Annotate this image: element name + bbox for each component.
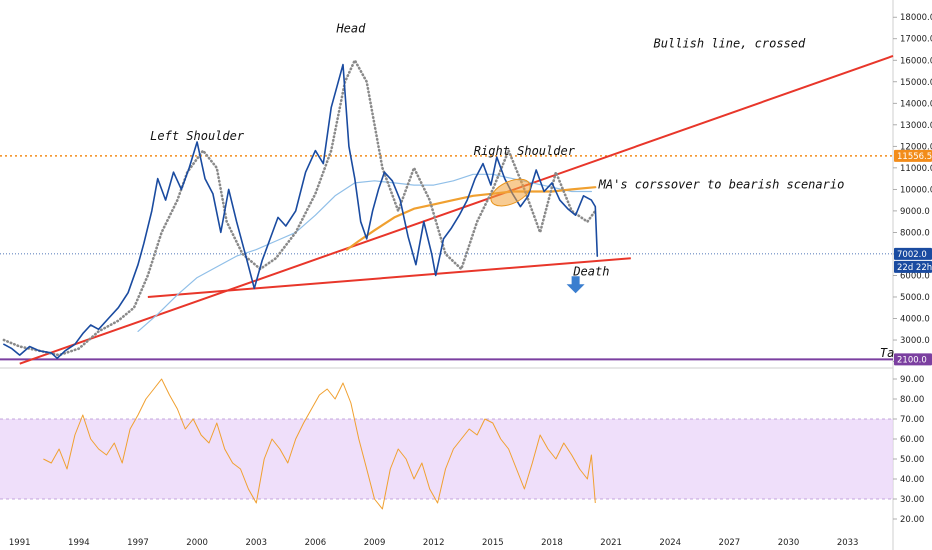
annotation-label: Death bbox=[572, 264, 609, 278]
time-tick-label: 2027 bbox=[719, 538, 741, 548]
rsi-tick-label: 40.00 bbox=[900, 475, 924, 485]
price-tick-label: 15000.0 bbox=[900, 78, 932, 88]
markers-layer bbox=[490, 178, 585, 294]
price-badge bbox=[894, 149, 932, 162]
annotation-label: Ta bbox=[880, 346, 894, 360]
rsi-tick-label: 70.00 bbox=[900, 415, 924, 425]
time-tick-label: 2030 bbox=[778, 538, 800, 548]
price-tick-label: 13000.0 bbox=[900, 121, 932, 131]
down-arrow-icon bbox=[566, 276, 585, 294]
price-axis[interactable]: 18000.0 17000.0 16000.0 15000.0 14000.0 13000… bbox=[893, 13, 932, 368]
price-badge bbox=[894, 353, 932, 366]
time-tick-label: 2003 bbox=[245, 538, 267, 548]
annotation-label: Bullish line, crossed bbox=[654, 36, 806, 50]
price-tick-label: 17000.0 bbox=[900, 35, 932, 45]
rsi-tick-label: 20.00 bbox=[900, 515, 924, 525]
annotation-label: Left Shoulder bbox=[150, 129, 245, 143]
rsi-axis[interactable]: 90.00 80.00 70.00 60.00 50.00 40.00 30.00 20.00 bbox=[893, 375, 924, 525]
time-tick-label: 2000 bbox=[186, 538, 208, 548]
trend-line-bullish-line bbox=[19, 55, 894, 365]
time-tick-label: 2033 bbox=[837, 538, 859, 548]
series-price bbox=[3, 63, 599, 360]
series-rsi bbox=[43, 378, 596, 510]
price-badge-text: 11556.5 bbox=[897, 152, 932, 162]
trend-lines bbox=[19, 55, 894, 365]
price-badge-text: 2100.0 bbox=[897, 355, 927, 365]
rsi-tick-label: 90.00 bbox=[900, 375, 924, 385]
time-tick-label: 2006 bbox=[305, 538, 327, 548]
reference-lines bbox=[0, 155, 893, 361]
price-badges: 11556.5 7002.0 22d 22h 2100.0 bbox=[894, 149, 932, 366]
trend-line-neckline bbox=[147, 257, 631, 298]
price-tick-label: 3000.0 bbox=[900, 336, 930, 346]
price-tick-label: 6000.0 bbox=[900, 271, 930, 281]
time-tick-label: 1997 bbox=[127, 538, 149, 548]
time-tick-label: 1994 bbox=[68, 538, 90, 548]
time-tick-label: 1991 bbox=[9, 538, 31, 548]
price-tick-label: 11000.0 bbox=[900, 164, 932, 174]
annotation-label: Head bbox=[335, 21, 366, 35]
time-tick-label: 2021 bbox=[600, 538, 622, 548]
series-moving-average-dotted bbox=[2, 59, 597, 357]
price-badge-text: 22d 22h bbox=[897, 263, 932, 273]
price-tick-label: 4000.0 bbox=[900, 315, 930, 325]
annotations-layer: Head Left Shoulder Right Shoulder Bullish l… bbox=[150, 21, 894, 360]
rsi-band bbox=[0, 418, 893, 500]
price-tick-label: 18000.0 bbox=[900, 13, 932, 23]
price-badge bbox=[894, 260, 932, 273]
price-tick-label: 9000.0 bbox=[900, 207, 930, 217]
series-moving-average-mid bbox=[345, 186, 597, 251]
annotation-label: Right Shoulder bbox=[474, 144, 576, 158]
price-tick-label: 10000.0 bbox=[900, 185, 932, 195]
price-tick-label: 14000.0 bbox=[900, 99, 932, 109]
time-axis[interactable]: 1991 1994 1997 2000 2003 2006 2009 2012 2015 2018… bbox=[9, 538, 859, 548]
rsi-tick-label: 30.00 bbox=[900, 495, 924, 505]
series-layer bbox=[2, 59, 599, 510]
crossover-highlight bbox=[490, 178, 531, 207]
time-tick-label: 2015 bbox=[482, 538, 504, 548]
rsi-overbought-oversold-band bbox=[0, 419, 893, 499]
price-tick-label: 8000.0 bbox=[900, 228, 930, 238]
rsi-tick-label: 60.00 bbox=[900, 435, 924, 445]
price-badge bbox=[894, 247, 932, 260]
price-tick-label: 5000.0 bbox=[900, 293, 930, 303]
time-tick-label: 2018 bbox=[541, 538, 563, 548]
rsi-tick-label: 80.00 bbox=[900, 395, 924, 405]
time-tick-label: 2009 bbox=[364, 538, 386, 548]
time-tick-label: 2012 bbox=[423, 538, 445, 548]
price-badge-text: 7002.0 bbox=[897, 250, 927, 260]
time-tick-label: 2024 bbox=[659, 538, 681, 548]
annotation-label: MA's corssover to bearish scenario bbox=[598, 177, 845, 191]
price-tick-label: 16000.0 bbox=[900, 56, 932, 66]
price-tick-label: 12000.0 bbox=[900, 142, 932, 152]
rsi-tick-label: 50.00 bbox=[900, 455, 924, 465]
